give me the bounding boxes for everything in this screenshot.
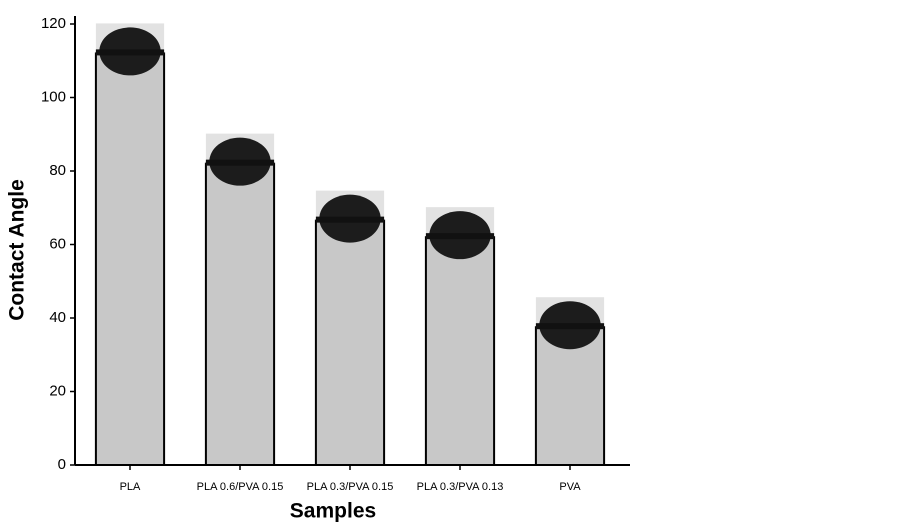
droplet-image bbox=[315, 190, 385, 243]
y-tick-label: 0 bbox=[58, 456, 66, 473]
droplet-base bbox=[535, 323, 605, 330]
bar bbox=[314, 219, 386, 466]
y-tick-label: 100 bbox=[41, 88, 66, 105]
bar bbox=[534, 326, 606, 466]
y-tick-label: 80 bbox=[49, 162, 66, 179]
droplet-base bbox=[315, 216, 385, 223]
bar bbox=[94, 52, 166, 467]
y-tick-label: 120 bbox=[41, 15, 66, 32]
droplet-image bbox=[535, 297, 605, 350]
droplet-base bbox=[95, 49, 165, 56]
y-tick-label: 20 bbox=[49, 382, 66, 399]
y-axis-title: Contact Angle bbox=[6, 179, 29, 321]
y-tick-label: 60 bbox=[49, 235, 66, 252]
bar bbox=[204, 162, 276, 466]
droplet-image bbox=[205, 133, 275, 186]
x-tick-label: PVA bbox=[559, 481, 581, 493]
y-tick-label: 40 bbox=[49, 309, 66, 326]
x-tick-label: PLA 0.6/PVA 0.15 bbox=[197, 481, 284, 493]
droplet-base bbox=[205, 159, 275, 166]
x-tick-label: PLA 0.3/PVA 0.13 bbox=[417, 481, 504, 493]
x-tick-label: PLA bbox=[120, 481, 141, 493]
x-tick-label: PLA 0.3/PVA 0.15 bbox=[307, 481, 394, 493]
x-axis-title: Samples bbox=[290, 500, 376, 523]
bar bbox=[424, 236, 496, 466]
droplet-image bbox=[425, 207, 495, 260]
droplet-base bbox=[425, 233, 495, 240]
droplet-image bbox=[95, 23, 165, 76]
